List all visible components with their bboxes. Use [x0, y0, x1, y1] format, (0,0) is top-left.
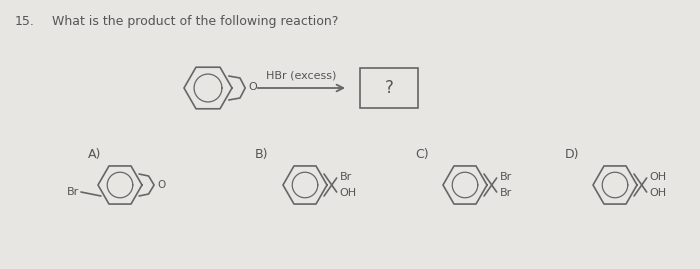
- Text: Br: Br: [340, 172, 352, 182]
- Text: O: O: [157, 180, 165, 190]
- Text: ?: ?: [384, 79, 393, 97]
- Text: O: O: [248, 82, 257, 92]
- Text: Br: Br: [500, 172, 512, 182]
- Text: OH: OH: [340, 188, 357, 198]
- Text: C): C): [415, 148, 428, 161]
- Text: OH: OH: [650, 172, 667, 182]
- Text: 15.: 15.: [15, 15, 35, 28]
- Text: What is the product of the following reaction?: What is the product of the following rea…: [52, 15, 338, 28]
- Text: OH: OH: [650, 188, 667, 198]
- Text: Br: Br: [66, 187, 79, 197]
- Text: A): A): [88, 148, 102, 161]
- Bar: [360, 68, 418, 108]
- Text: HBr (excess): HBr (excess): [266, 71, 337, 81]
- Text: Br: Br: [500, 188, 512, 198]
- Text: B): B): [255, 148, 269, 161]
- Text: D): D): [565, 148, 580, 161]
